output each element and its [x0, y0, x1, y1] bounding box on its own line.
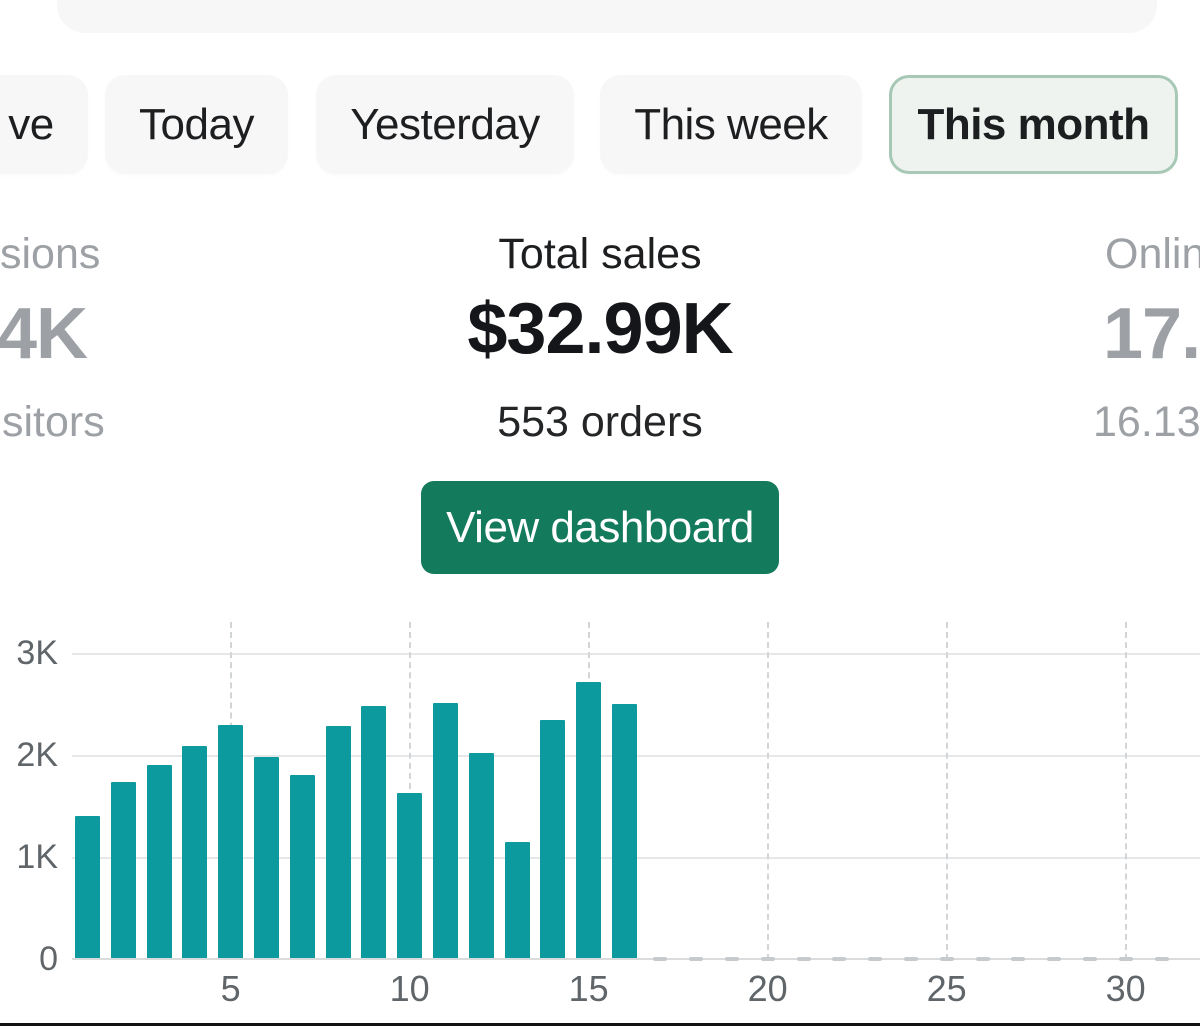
- x-gridline-dashed: [1124, 622, 1127, 960]
- chip-today[interactable]: Today: [105, 75, 288, 174]
- chart-bar: [612, 703, 637, 960]
- chart-bar: [325, 726, 351, 960]
- future-day-zero-dash: [1118, 957, 1133, 961]
- chart-bar: [182, 745, 208, 960]
- y-axis-label: 2K: [16, 736, 58, 774]
- future-day-zero-dash: [760, 957, 775, 961]
- future-day-zero-dash: [653, 957, 668, 961]
- future-day-zero-dash: [832, 957, 847, 961]
- future-day-zero-dash: [724, 957, 739, 961]
- future-day-zero-dash: [1047, 957, 1062, 961]
- chart-bar: [289, 775, 315, 960]
- chart-bar: [576, 681, 602, 960]
- top-search-bar-partial[interactable]: [57, 0, 1157, 33]
- future-day-zero-dash: [939, 957, 954, 961]
- chart-bar: [468, 752, 494, 960]
- future-day-zero-dash: [868, 957, 883, 961]
- chip-label: ve: [8, 99, 54, 149]
- chart-bar: [218, 725, 244, 960]
- x-axis-label: 20: [747, 968, 788, 1009]
- stat-value: $32.99K: [467, 289, 733, 369]
- chart-bar: [504, 841, 530, 960]
- y-axis-label: 0: [39, 940, 58, 978]
- chart-bar: [254, 757, 279, 960]
- view-dashboard-label: View dashboard: [446, 502, 754, 552]
- future-day-zero-dash: [689, 957, 704, 961]
- chart-bar: [540, 720, 566, 960]
- chart-bar: [110, 781, 136, 960]
- chip-label: Today: [139, 99, 254, 149]
- x-axis-label: 15: [568, 968, 609, 1009]
- x-axis-label: 10: [389, 968, 430, 1009]
- x-gridline-dashed: [766, 622, 769, 960]
- chart-bar: [146, 765, 172, 960]
- y-axis-label: 3K: [16, 634, 58, 672]
- stat-label: Onlin: [1105, 230, 1200, 278]
- future-day-zero-dash: [903, 957, 918, 961]
- chip-label: Yesterday: [350, 99, 540, 149]
- chip-label: This month: [917, 99, 1150, 149]
- chip-label: This week: [634, 99, 828, 149]
- stat-label: Total sales: [498, 230, 702, 278]
- stat-sublabel: 553 orders: [497, 398, 703, 446]
- chip-yesterday[interactable]: Yesterday: [316, 75, 574, 174]
- x-gridline-dashed: [408, 622, 411, 960]
- chart-bar: [433, 702, 458, 960]
- chip-this-week[interactable]: This week: [600, 75, 862, 174]
- stat-sublabel: sitors: [2, 398, 105, 446]
- x-axis-label: 25: [926, 968, 967, 1009]
- chip-live-partial[interactable]: ve: [0, 75, 88, 174]
- future-day-zero-dash: [1082, 957, 1097, 961]
- x-axis-baseline: [72, 958, 1200, 960]
- x-axis-label: 30: [1105, 968, 1146, 1009]
- stat-value: 4K: [0, 294, 88, 374]
- future-day-zero-dash: [1154, 957, 1169, 961]
- future-day-zero-dash: [1011, 957, 1026, 961]
- x-axis-label: 5: [220, 968, 241, 1009]
- future-day-zero-dash: [796, 957, 811, 961]
- bottom-divider: [0, 1023, 1200, 1026]
- chart-bar: [397, 792, 423, 960]
- x-gridline-dashed: [945, 622, 948, 960]
- y-axis-label: 1K: [16, 838, 58, 876]
- y-gridline: [72, 653, 1200, 655]
- chip-this-month[interactable]: This month: [889, 75, 1178, 174]
- stat-label: sions: [0, 230, 101, 278]
- chart-bar: [75, 816, 100, 960]
- stat-value: 17.: [1103, 294, 1200, 374]
- future-day-zero-dash: [975, 957, 990, 961]
- chart-bar: [361, 706, 387, 960]
- stat-sublabel: 16.13: [1093, 398, 1200, 446]
- view-dashboard-button[interactable]: View dashboard: [421, 481, 779, 574]
